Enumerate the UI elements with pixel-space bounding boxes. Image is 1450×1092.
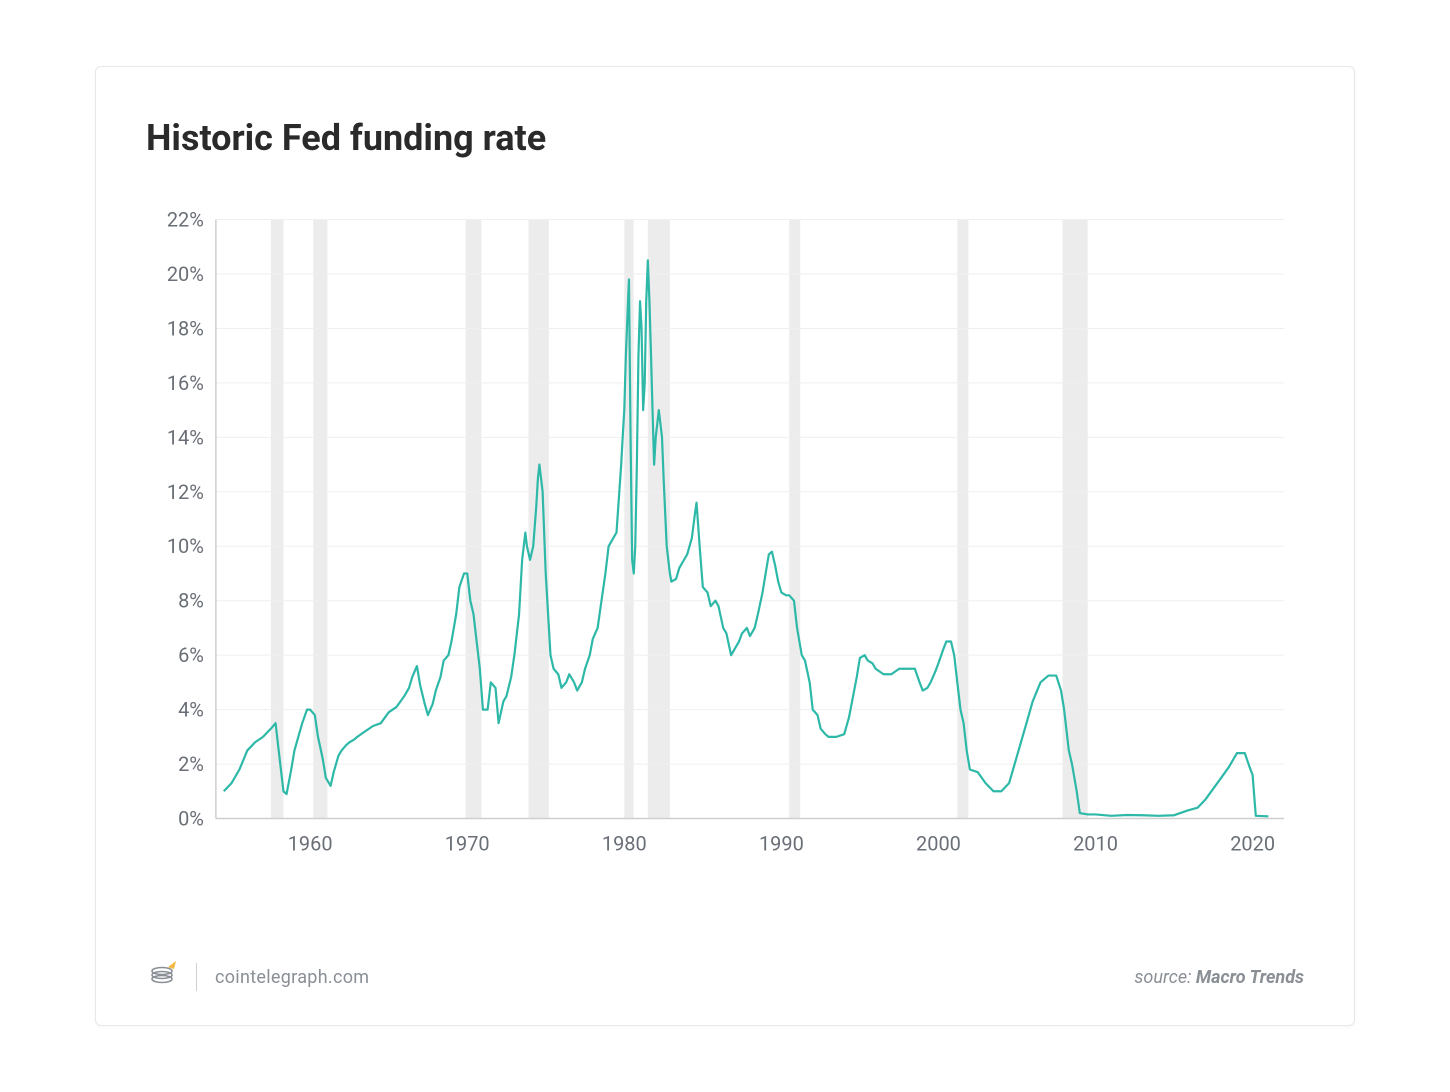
svg-text:4%: 4%: [178, 698, 204, 722]
cointelegraph-logo-icon: [146, 959, 178, 995]
svg-text:1980: 1980: [602, 831, 647, 855]
footer-separator: [196, 963, 197, 991]
line-chart-svg: 0% 2% 4% 6% 8% 10% 12% 14% 16% 18% 20% 22% 1960 1970 1…: [146, 209, 1304, 869]
source-name: Macro Trends: [1196, 967, 1304, 988]
svg-text:20%: 20%: [167, 262, 204, 286]
svg-text:2000: 2000: [916, 831, 961, 855]
source-label: source: Macro Trends: [1134, 967, 1304, 988]
svg-text:22%: 22%: [167, 209, 204, 232]
card-footer: cointelegraph.com source: Macro Trends: [146, 959, 1304, 995]
footer-left: cointelegraph.com: [146, 959, 369, 995]
svg-text:2020: 2020: [1230, 831, 1275, 855]
svg-text:1970: 1970: [445, 831, 490, 855]
svg-text:8%: 8%: [178, 589, 204, 613]
chart-card: Historic Fed funding rate 0% 2% 4% 6% 8% 10% 1…: [95, 66, 1355, 1026]
svg-text:14%: 14%: [167, 425, 204, 449]
svg-text:2010: 2010: [1073, 831, 1118, 855]
svg-text:6%: 6%: [178, 643, 204, 667]
svg-text:1990: 1990: [759, 831, 804, 855]
chart-area: 0% 2% 4% 6% 8% 10% 12% 14% 16% 18% 20% 22% 1960 1970 1…: [146, 209, 1304, 869]
svg-text:12%: 12%: [167, 480, 204, 504]
source-prefix: source:: [1134, 967, 1195, 988]
svg-text:0%: 0%: [178, 807, 204, 831]
svg-text:1960: 1960: [288, 831, 333, 855]
site-label: cointelegraph.com: [215, 967, 369, 988]
svg-text:10%: 10%: [167, 534, 204, 558]
svg-text:18%: 18%: [167, 316, 204, 340]
svg-text:2%: 2%: [178, 752, 204, 776]
chart-title: Historic Fed funding rate: [146, 117, 1304, 159]
svg-text:16%: 16%: [167, 371, 204, 395]
